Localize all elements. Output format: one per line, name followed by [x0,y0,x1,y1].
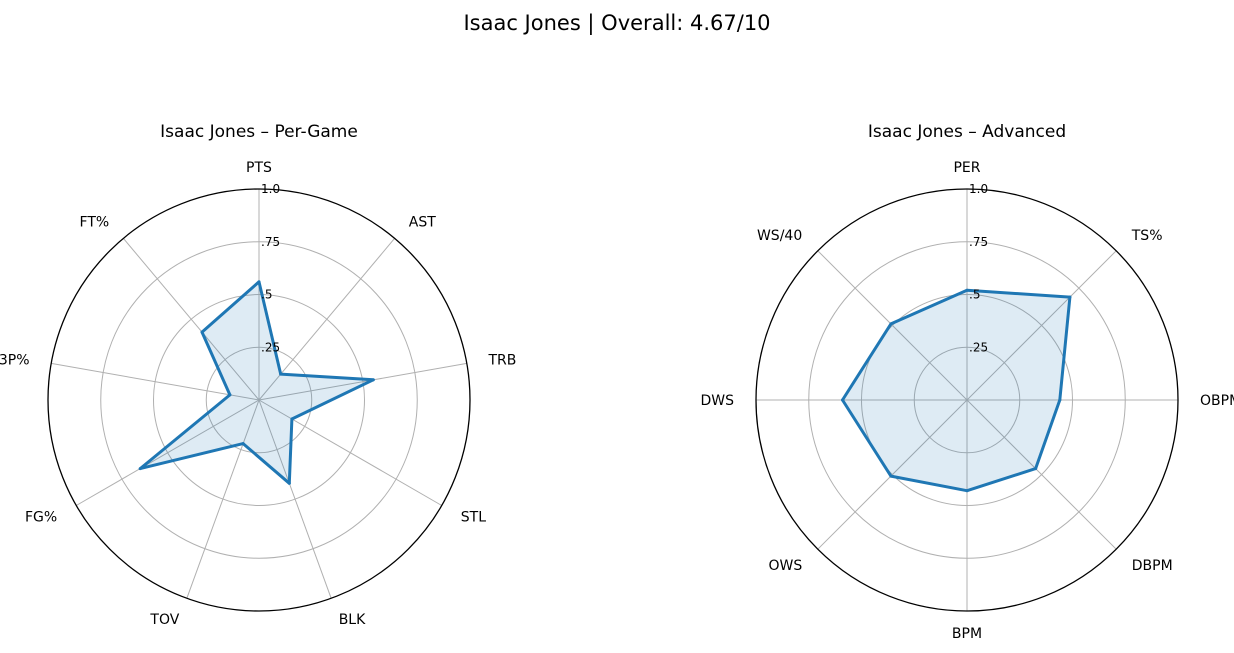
r-tick-label: 1.0 [969,182,988,196]
data-point-blk [287,481,291,485]
axis-label-ws-40: WS/40 [757,228,802,244]
data-point-stl [290,417,294,421]
data-point-per [965,288,969,292]
r-tick-label: 1.0 [261,182,280,196]
figure-suptitle: Isaac Jones | Overall: 4.67/10 [463,11,770,36]
radar-chart-per-game: Isaac Jones – Per-Game .25 .5 .75 1.0 PTS AST… [0,122,516,628]
axis-label-dws: DWS [700,393,734,409]
data-point-ws-40 [889,322,893,326]
axis-label-ows: OWS [768,558,802,574]
series-area [140,281,374,484]
data-point-ast [279,372,283,376]
outer-frame [755,188,1179,612]
chart-title-per-game: Isaac Jones – Per-Game [160,122,358,142]
grid-circle-1 [861,294,1073,506]
data-point-3p-pct [228,393,232,397]
axis-label-ft-pct: FT% [80,215,110,231]
axis-label-trb: TRB [487,353,516,369]
axis-label-obpm: OBPM [1200,393,1234,409]
axis-label-fg-pct: FG% [25,510,57,526]
r-tick-label: .5 [969,288,980,302]
outer-frame [47,188,471,612]
axis-label-ast: AST [409,215,436,231]
data-point-ft-pct [200,330,204,334]
data-point-ts-pct [1068,295,1072,299]
grid-circle-2 [100,241,418,559]
data-point-obpm [1058,398,1062,402]
axis-label-3p-pct: 3P% [0,353,30,369]
r-tick-label: .75 [261,235,280,249]
series-line [138,280,375,485]
axis-label-pts: PTS [246,160,272,176]
r-tick-label: .25 [969,340,988,354]
data-point-dws [841,398,845,402]
data-point-bpm [965,489,969,493]
axis-label-bpm: BPM [952,626,982,642]
data-point-ows [889,474,893,478]
r-tick-label: .5 [261,288,272,302]
data-point-fg-pct [138,467,142,471]
radar-chart-advanced: Isaac Jones – Advanced .25 .5 .75 1.0 PER TS%… [700,122,1234,642]
axis-label-blk: BLK [339,612,366,628]
grid-circle-0 [205,346,313,454]
r-tick-label: .75 [969,235,988,249]
axis-label-dbpm: DBPM [1132,558,1173,574]
axis-label-stl: STL [461,510,486,526]
data-point-dbpm [1034,467,1038,471]
grid-circle-1 [153,294,365,506]
axis-label-ts-pct: TS% [1131,228,1163,244]
data-point-tov [241,442,245,446]
series-area [842,290,1070,491]
r-tick-label: .25 [261,340,280,354]
data-point-pts [257,280,261,284]
chart-title-advanced: Isaac Jones – Advanced [868,122,1066,142]
axis-label-per: PER [953,160,980,176]
grid-circle-0 [913,346,1021,454]
grid-circle-2 [808,241,1126,559]
data-point-trb [371,378,375,382]
axis-label-tov: TOV [149,612,179,628]
